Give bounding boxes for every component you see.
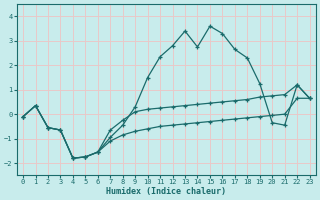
X-axis label: Humidex (Indice chaleur): Humidex (Indice chaleur): [106, 187, 226, 196]
